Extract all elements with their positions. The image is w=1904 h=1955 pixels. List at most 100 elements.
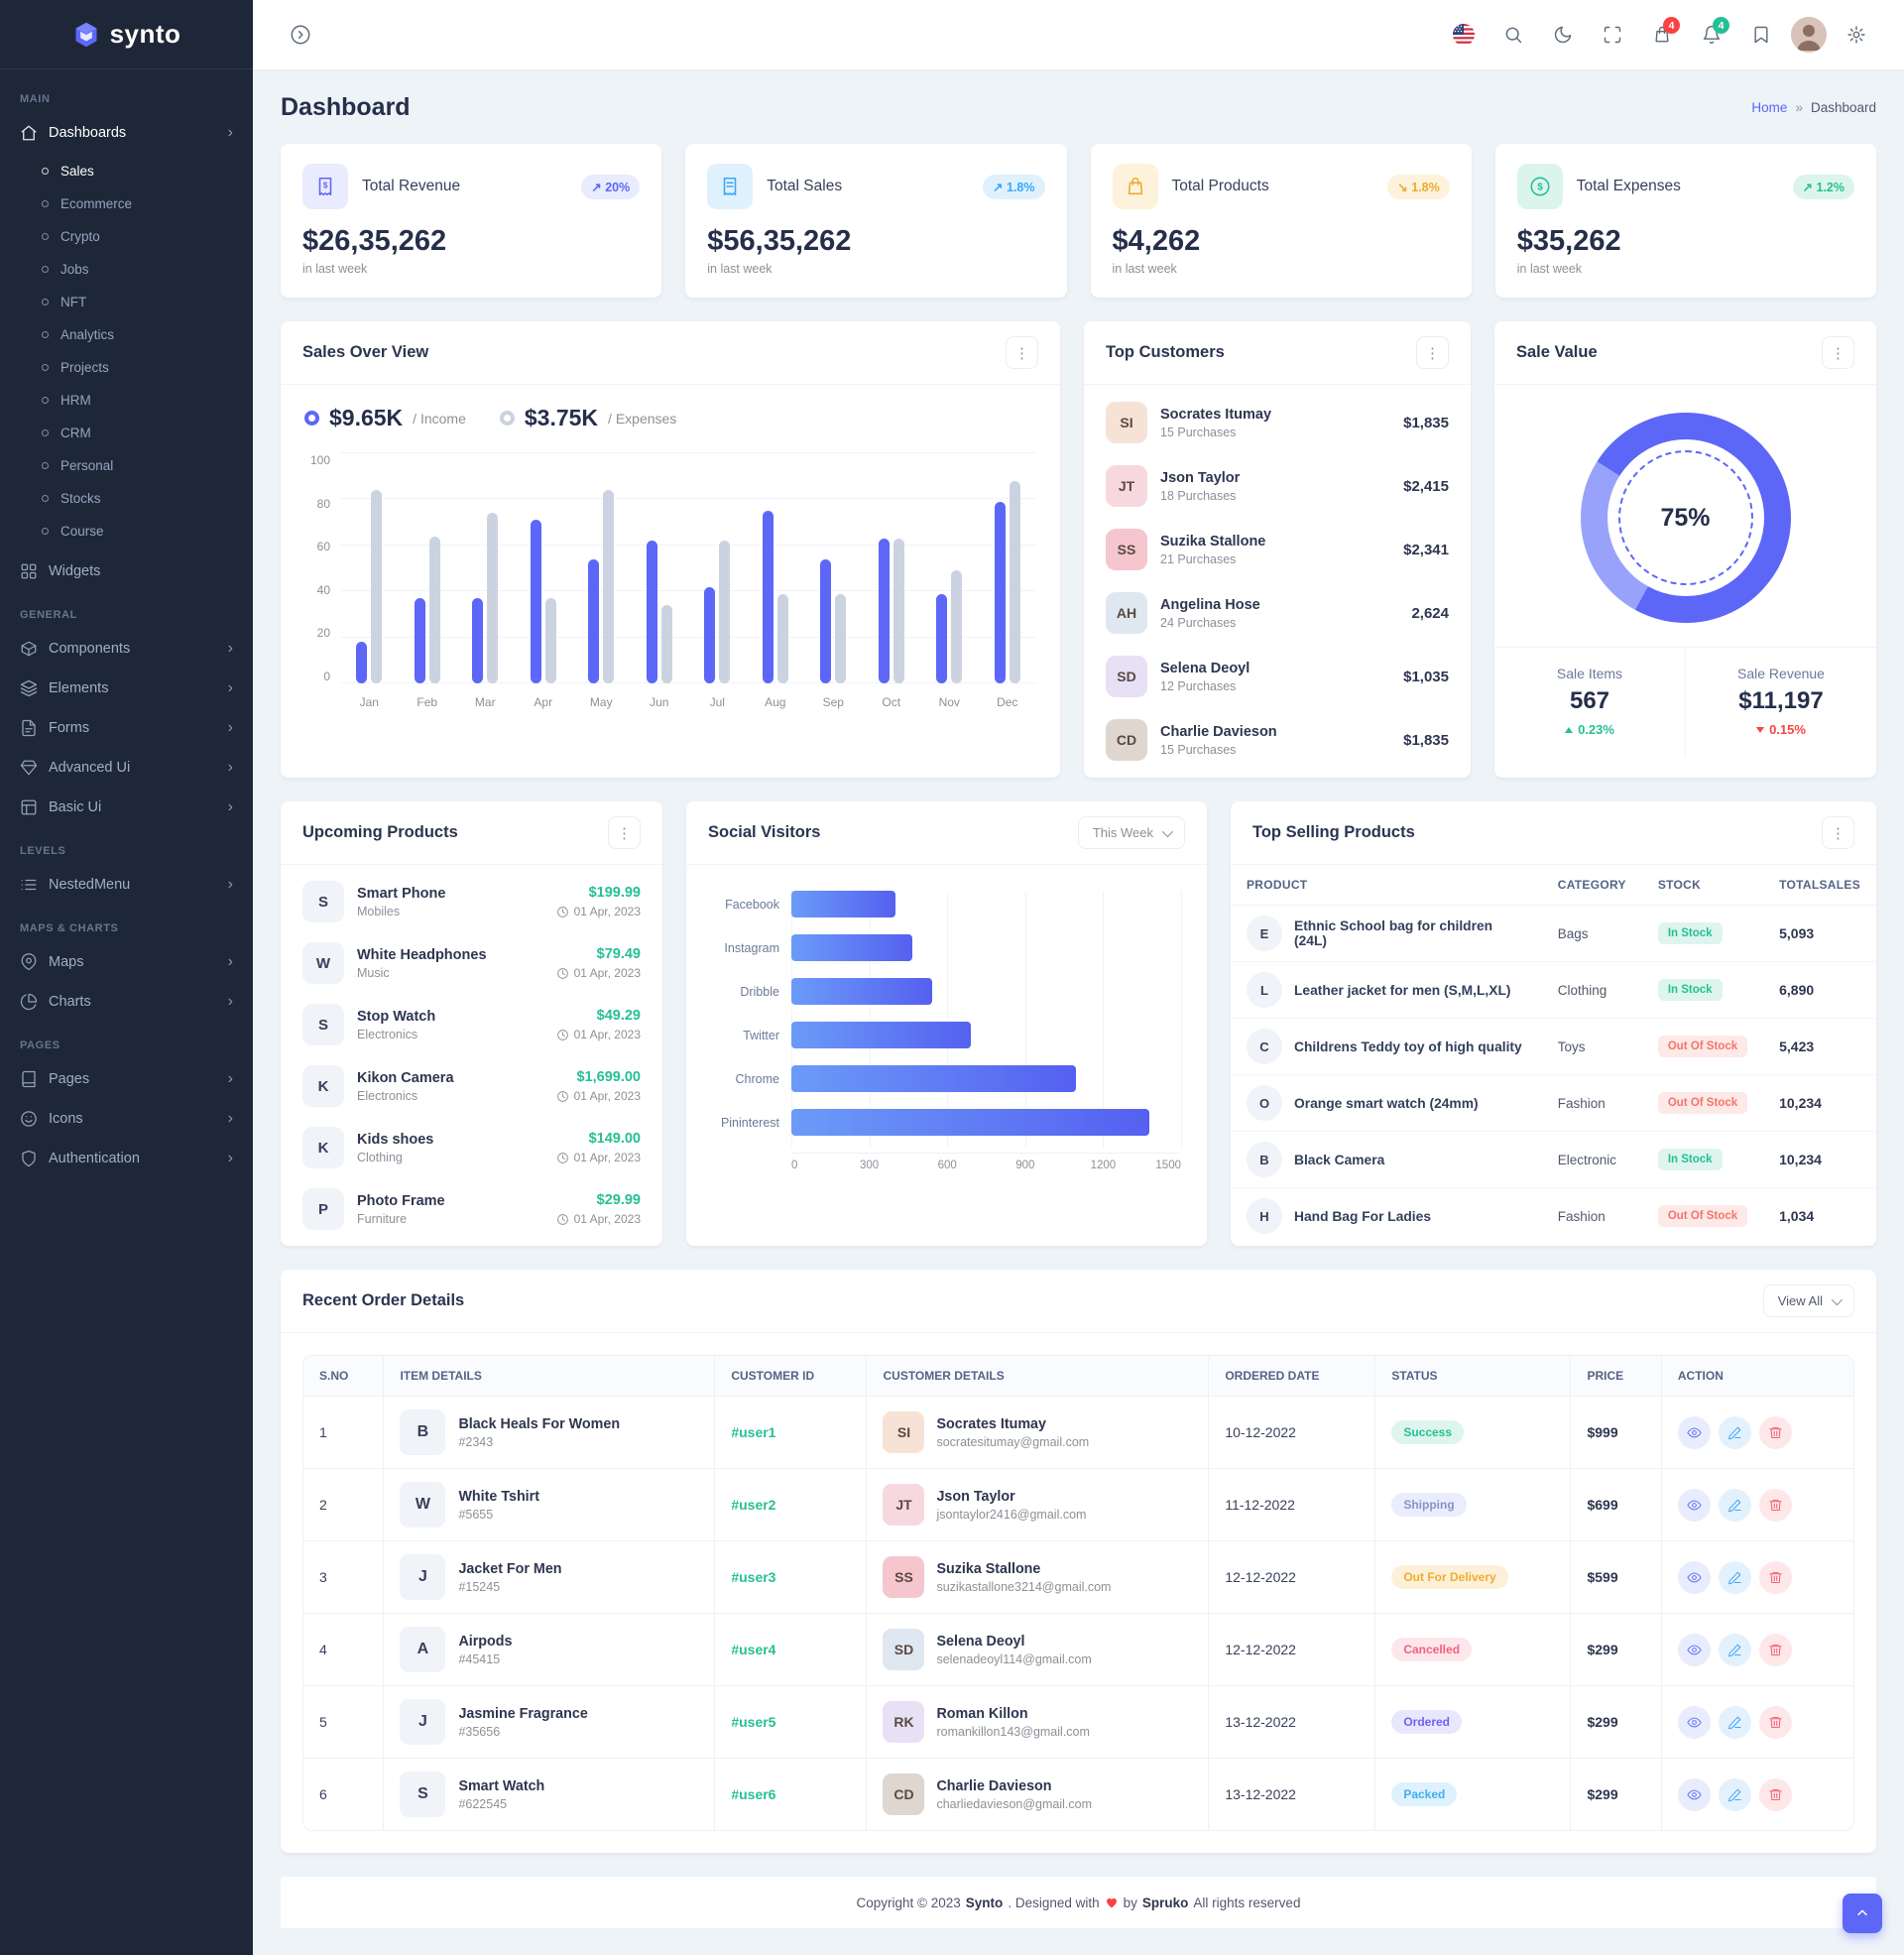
sidebar-item-charts[interactable]: Charts › (0, 982, 253, 1022)
sidebar-item-maps[interactable]: Maps › (0, 942, 253, 982)
sidebar-item-authentication[interactable]: Authentication › (0, 1139, 253, 1178)
edit-button[interactable] (1718, 1777, 1751, 1811)
basic-icon (21, 799, 37, 815)
edit-button[interactable] (1718, 1488, 1751, 1522)
sidebar-item-dashboards[interactable]: Dashboards › (0, 113, 253, 153)
view-button[interactable] (1677, 1705, 1711, 1739)
delete-button[interactable] (1758, 1777, 1792, 1811)
edit-button[interactable] (1718, 1705, 1751, 1739)
maps-icon (21, 953, 37, 971)
sidebar-item-components[interactable]: Components › (0, 629, 253, 669)
sidebar-item-label: Authentication (49, 1151, 140, 1166)
bar-group-aug (747, 453, 805, 683)
customer-row: CD Charlie Davieson 15 Purchases $1,835 (1084, 708, 1471, 772)
bar-expenses (603, 490, 615, 683)
customer-amount: $1,035 (1403, 668, 1449, 685)
sidebar-item-nft[interactable]: NFT (0, 286, 253, 318)
x-axis-label: Sep (822, 695, 844, 709)
table-row: 6 S Smart Watch #622545 #user6 CD Charlie Davi… (303, 1759, 1853, 1830)
stat-change-badge: ↘ 1.8% (1387, 174, 1450, 199)
delete-button[interactable] (1758, 1633, 1792, 1666)
breadcrumb-home-link[interactable]: Home (1751, 100, 1788, 115)
card-menu-button[interactable]: ⋮ (608, 816, 641, 849)
product-thumbnail: K (302, 1127, 344, 1168)
serial-number: 6 (303, 1759, 384, 1830)
search-button[interactable] (1493, 15, 1533, 55)
product-name: Childrens Teddy toy of high quality (1294, 1039, 1522, 1054)
sidebar-item-icons[interactable]: Icons › (0, 1099, 253, 1139)
view-all-button[interactable]: View All (1762, 1284, 1854, 1317)
delete-button[interactable] (1758, 1705, 1792, 1739)
delete-button[interactable] (1758, 1560, 1792, 1594)
footer-designer-link[interactable]: Spruko (1141, 1894, 1189, 1910)
sale-value-stat-sale-revenue: Sale Revenue $11,197 0.15% (1685, 648, 1876, 757)
social-label: Facebook (725, 897, 779, 912)
delete-button[interactable] (1758, 1488, 1792, 1522)
social-period-select[interactable]: This Week (1077, 816, 1185, 849)
edit-button[interactable] (1718, 1415, 1751, 1449)
bar-expenses (371, 490, 383, 683)
card-menu-button[interactable]: ⋮ (1416, 336, 1449, 369)
sidebar-item-crm[interactable]: CRM (0, 417, 253, 449)
edit-button[interactable] (1718, 1633, 1751, 1666)
sidebar-item-forms[interactable]: Forms › (0, 708, 253, 748)
user-avatar[interactable] (1791, 17, 1827, 53)
caret-down-icon (1756, 726, 1765, 733)
view-button[interactable] (1677, 1560, 1711, 1594)
sidebar-item-course[interactable]: Course (0, 515, 253, 548)
sidebar-item-sales[interactable]: Sales (0, 155, 253, 187)
sidebar-item-widgets[interactable]: Widgets (0, 551, 253, 591)
sidebar-item-projects[interactable]: Projects (0, 351, 253, 384)
view-button[interactable] (1677, 1415, 1711, 1449)
scroll-to-top-button[interactable] (1843, 1894, 1882, 1933)
stat-card-total-revenue: $ Total Revenue ↗ 20% $26,35,262 in last wee… (281, 144, 662, 298)
sidebar-item-ecommerce[interactable]: Ecommerce (0, 187, 253, 220)
sidebar-item-stocks[interactable]: Stocks (0, 482, 253, 515)
language-flag-button[interactable] (1444, 15, 1484, 55)
sidebar-item-label: Analytics (60, 327, 115, 342)
sidebar-item-pages[interactable]: Pages › (0, 1059, 253, 1099)
stock-badge: Out Of Stock (1657, 1036, 1748, 1057)
card-menu-button[interactable]: ⋮ (1822, 336, 1854, 369)
sidebar-item-crypto[interactable]: Crypto (0, 220, 253, 253)
card-menu-button[interactable]: ⋮ (1822, 816, 1854, 849)
bookmark-button[interactable] (1741, 15, 1781, 55)
view-button[interactable] (1677, 1777, 1711, 1811)
sidebar-item-nestedmenu[interactable]: NestedMenu › (0, 865, 253, 905)
gear-icon (1847, 26, 1865, 44)
sidebar-toggle-button[interactable] (281, 15, 320, 55)
sales-overview-card: Sales Over View ⋮ $9.65K / Income $3.75K / … (281, 321, 1060, 778)
sidebar-item-elements[interactable]: Elements › (0, 669, 253, 708)
trash-icon (1769, 1716, 1782, 1728)
view-button[interactable] (1677, 1633, 1711, 1666)
sidebar-item-personal[interactable]: Personal (0, 449, 253, 482)
edit-button[interactable] (1718, 1560, 1751, 1594)
fullscreen-button[interactable] (1593, 15, 1632, 55)
sidebar-item-basic-ui[interactable]: Basic Ui › (0, 788, 253, 827)
stat-title: Total Revenue (362, 178, 461, 194)
product-name: Photo Frame (357, 1192, 445, 1209)
x-axis-label: Aug (765, 695, 786, 709)
cart-button[interactable]: 4 (1642, 15, 1682, 55)
product-category: Clothing (1541, 961, 1642, 1019)
sidebar-item-analytics[interactable]: Analytics (0, 318, 253, 351)
card-menu-button[interactable]: ⋮ (1006, 336, 1038, 369)
notifications-button[interactable]: 4 (1692, 15, 1731, 55)
product-name: Leather jacket for men (S,M,L,XL) (1294, 982, 1511, 998)
sidebar-item-hrm[interactable]: HRM (0, 384, 253, 417)
bar-expenses (719, 541, 731, 683)
settings-button[interactable] (1837, 15, 1876, 55)
product-thumbnail: E (1247, 916, 1282, 951)
table-row: 5 J Jasmine Fragrance #35656 #user5 RK Roman K… (303, 1686, 1853, 1759)
column-header: STOCK (1641, 865, 1764, 906)
sidebar-item-advanced-ui[interactable]: Advanced Ui › (0, 748, 253, 788)
pencil-icon (1727, 1788, 1741, 1801)
sidebar-item-jobs[interactable]: Jobs (0, 253, 253, 286)
stat-change: 0.23% (1578, 722, 1614, 737)
footer-brand-link[interactable]: Synto (965, 1894, 1004, 1910)
dark-mode-button[interactable] (1543, 15, 1583, 55)
view-button[interactable] (1677, 1488, 1711, 1522)
brand-logo[interactable]: synto (0, 0, 253, 69)
item-thumbnail: W (400, 1482, 446, 1527)
delete-button[interactable] (1758, 1415, 1792, 1449)
